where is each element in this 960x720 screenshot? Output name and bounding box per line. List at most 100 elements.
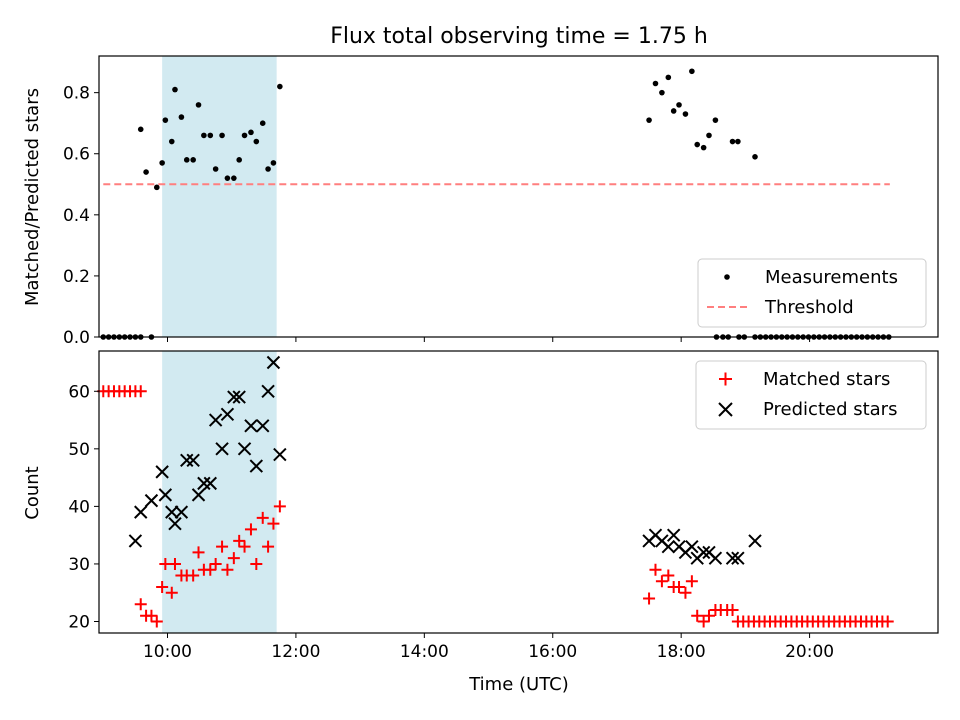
predicted-stars-point (191, 488, 206, 502)
x-tick-label: 16:00 (528, 642, 577, 662)
top-legend: Measurements Threshold (697, 258, 927, 328)
observing-window-highlight (162, 56, 277, 337)
x-axis-label: Time (UTC) (468, 674, 569, 695)
measurement-point (659, 89, 665, 96)
matched-stars-point (134, 598, 147, 611)
predicted-stars-point (215, 442, 229, 456)
legend-predicted-marker (718, 402, 733, 417)
predicted-stars-point (696, 545, 711, 560)
matched-stars-point (643, 592, 656, 605)
predicted-stars-point (197, 476, 211, 491)
predicted-stars-point (232, 390, 246, 404)
measurement-point (277, 83, 283, 90)
x-tick-label: 12:00 (271, 642, 320, 662)
bottom-panel-marks (97, 355, 894, 628)
measurement-point (265, 166, 271, 172)
matched-stars-point (156, 580, 169, 593)
matched-stars-point (662, 569, 675, 582)
top-legend-box (697, 258, 927, 328)
measurement-point (224, 175, 231, 181)
y-tick-label: 40 (68, 497, 90, 517)
matched-stars-point (187, 569, 200, 582)
predicted-stars-point (208, 413, 223, 427)
predicted-stars-point (725, 551, 740, 565)
legend-threshold-label: Threshold (764, 297, 854, 318)
measurement-point (694, 141, 701, 148)
bottom-panel: 20 30 40 50 60 10:00 12:00 14:00 16:00 18:00 20:00… (22, 350, 939, 695)
bottom-panel-frame (98, 350, 939, 634)
matched-stars-point (691, 609, 704, 622)
x-tick-label: 20:00 (785, 642, 834, 662)
matched-stars-point (267, 517, 280, 530)
measurement-point (646, 117, 652, 123)
matched-stars-point (649, 563, 662, 576)
y-tick-label: 0.4 (63, 206, 90, 226)
predicted-stars-point (685, 539, 699, 554)
top-y-axis-label: Matched/Predicted stars (22, 88, 43, 306)
legend-measurements-marker (724, 274, 730, 280)
measurement-point (159, 160, 165, 166)
measurement-point (270, 160, 277, 166)
predicted-stars-point (180, 453, 194, 468)
matched-stars-point (204, 563, 217, 576)
legend-matched-marker (719, 372, 732, 386)
measurement-point (168, 138, 175, 145)
measurement-point (183, 157, 190, 163)
measurement-point (207, 132, 214, 139)
y-tick-label: 60 (68, 382, 90, 402)
observing-window-highlight (162, 351, 277, 633)
predicted-stars-point (174, 505, 189, 519)
measurement-point (201, 132, 207, 139)
x-tick-label: 14:00 (400, 642, 449, 662)
predicted-stars-point (134, 505, 148, 519)
matched-stars-point (216, 540, 229, 553)
matched-stars-point (273, 500, 286, 513)
matched-stars-point (679, 586, 692, 599)
y-tick-label: 0.6 (63, 145, 90, 165)
legend-predicted-label: Predicted stars (763, 399, 897, 420)
predicted-stars-point (237, 442, 252, 456)
predicted-stars-point (666, 528, 681, 542)
measurement-point (665, 74, 672, 81)
matched-stars-point (233, 534, 246, 547)
measurement-point (700, 144, 707, 151)
y-tick-label: 20 (68, 612, 90, 632)
measurement-point (652, 80, 659, 87)
predicted-stars-point (186, 453, 200, 468)
predicted-stars-point (266, 355, 281, 370)
measurement-point (248, 129, 254, 136)
predicted-stars-point (203, 476, 218, 491)
y-tick-label: 0.8 (63, 84, 90, 104)
matched-stars-point (227, 552, 240, 565)
matched-stars-point (238, 540, 251, 553)
bottom-legend: Matched stars Predicted stars (695, 360, 927, 430)
measurement-point (670, 108, 677, 114)
measurement-point (236, 157, 242, 163)
matched-stars-point (256, 511, 269, 524)
measurement-point (689, 68, 695, 75)
measurement-point (212, 166, 219, 172)
matched-stars-point (221, 563, 234, 576)
y-tick-label: 50 (68, 440, 90, 460)
measurement-point (153, 184, 160, 191)
predicted-stars-point (708, 551, 723, 565)
predicted-stars-point (144, 493, 159, 508)
matched-stars-point (655, 575, 668, 588)
measurement-point (143, 169, 149, 175)
predicted-stars-point (168, 516, 182, 531)
measurement-point (706, 132, 712, 139)
measurement-point (219, 132, 225, 139)
measurement-point (241, 132, 248, 139)
chart-title: Flux total observing time = 1.75 h (330, 24, 708, 49)
measurement-point (259, 120, 266, 126)
measurement-point (231, 175, 237, 181)
measurement-point (712, 117, 719, 123)
predicted-stars-point (748, 534, 762, 548)
measurement-point (682, 111, 689, 117)
measurement-point (178, 114, 185, 120)
legend-measurements-label: Measurements (765, 267, 898, 288)
measurement-point (195, 102, 202, 108)
bottom-legend-box (695, 360, 927, 430)
matched-stars-point (209, 557, 222, 570)
predicted-stars-point (128, 534, 143, 548)
